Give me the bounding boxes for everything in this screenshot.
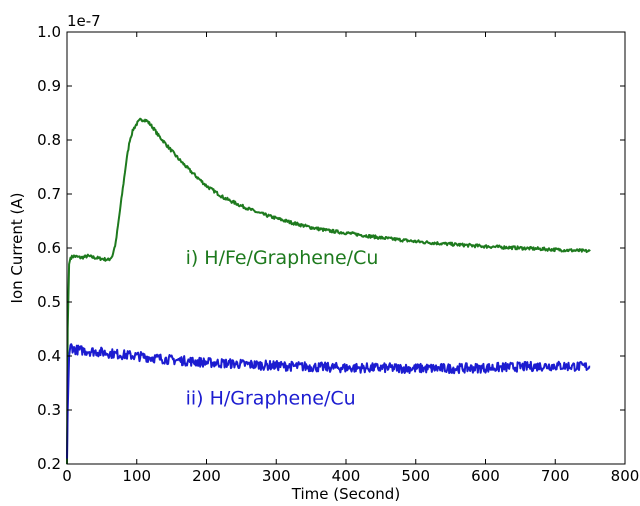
y-tick-label: 0.7 (37, 185, 61, 203)
y-tick-label: 1.0 (37, 23, 61, 41)
series-line-1 (66, 117, 591, 465)
x-tick-label: 300 (262, 467, 291, 485)
x-tick-label: 800 (611, 467, 640, 485)
x-tick-label: 500 (401, 467, 430, 485)
x-tick-label: 600 (471, 467, 500, 485)
y-tick-label: 0.2 (37, 455, 61, 473)
series-layer (66, 117, 591, 465)
y-tick-label: 0.6 (37, 239, 61, 257)
series-line-2 (66, 343, 591, 459)
x-tick-label: 0 (62, 467, 72, 485)
y-tick-label: 0.4 (37, 347, 61, 365)
x-tick-label: 700 (541, 467, 570, 485)
y-offset-label: 1e-7 (67, 12, 101, 30)
y-axis-ticks: 0.2 0.3 0.4 0.5 0.6 0.7 0.8 0.9 1.0 (37, 23, 625, 473)
y-tick-label: 0.8 (37, 131, 61, 149)
y-tick-label: 0.9 (37, 77, 61, 95)
y-tick-label: 0.3 (37, 401, 61, 419)
x-tick-label: 400 (332, 467, 361, 485)
x-axis-ticks: 0 100 200 300 400 500 600 700 800 (62, 32, 639, 485)
x-axis-label: Time (Second) (291, 485, 400, 503)
x-tick-label: 100 (122, 467, 151, 485)
x-tick-label: 200 (192, 467, 221, 485)
series-annotation-2: ii) H/Graphene/Cu (186, 388, 356, 410)
annotation-layer: i) H/Fe/Graphene/Cu ii) H/Graphene/Cu (186, 247, 379, 409)
y-tick-label: 0.5 (37, 293, 61, 311)
series-annotation-1: i) H/Fe/Graphene/Cu (186, 247, 379, 269)
y-axis-label: Ion Current (A) (8, 193, 26, 304)
